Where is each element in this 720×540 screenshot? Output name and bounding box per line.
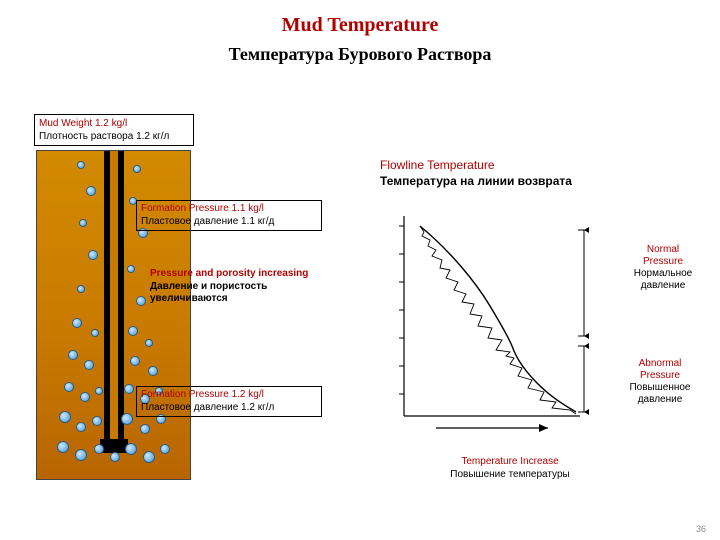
bubble bbox=[84, 360, 94, 370]
drill-string bbox=[104, 151, 124, 441]
bubble bbox=[133, 165, 141, 173]
pressure-porosity-en: Pressure and porosity increasing bbox=[150, 268, 360, 281]
bubble bbox=[95, 387, 103, 395]
bubble bbox=[125, 443, 137, 455]
normal-pressure-ru2: давление bbox=[614, 280, 712, 292]
temp-increase-ru: Повышение температуры bbox=[410, 469, 610, 482]
normal-pressure-label: Normal Pressure Нормальное давление bbox=[614, 244, 712, 292]
drill-bit bbox=[100, 439, 128, 453]
abnormal-pressure-en1: Abnormal bbox=[608, 358, 712, 370]
bubble bbox=[91, 329, 99, 337]
pressure-porosity-ru1: Давление и пористость bbox=[150, 281, 360, 294]
page-number: 36 bbox=[696, 524, 706, 534]
bubble bbox=[130, 356, 140, 366]
bubble bbox=[59, 411, 71, 423]
bubble bbox=[77, 161, 85, 169]
abnormal-pressure-ru2: давление bbox=[608, 394, 712, 406]
bubble bbox=[79, 219, 87, 227]
flowline-chart-svg bbox=[370, 206, 600, 436]
formation2-en: Formation Pressure 1.2 kg/l bbox=[141, 389, 317, 402]
bubble bbox=[143, 451, 155, 463]
bubble bbox=[124, 384, 134, 394]
bubble bbox=[75, 449, 87, 461]
abnormal-pressure-ru1: Повышенное bbox=[608, 382, 712, 394]
flowline-ru: Температура на линии возврата bbox=[380, 174, 572, 190]
bubble bbox=[80, 392, 90, 402]
bubble bbox=[92, 416, 102, 426]
bubble bbox=[145, 339, 153, 347]
flowline-en: Flowline Temperature bbox=[380, 158, 572, 174]
bubble bbox=[127, 265, 135, 273]
bubble bbox=[160, 444, 170, 454]
drill-string-inner bbox=[110, 151, 118, 441]
bubble bbox=[121, 413, 133, 425]
bubble bbox=[88, 250, 98, 260]
bubble bbox=[76, 422, 86, 432]
bubble bbox=[94, 444, 104, 454]
bubble bbox=[64, 382, 74, 392]
bubble bbox=[148, 366, 158, 376]
temp-increase-en: Temperature Increase bbox=[410, 456, 610, 469]
bubble bbox=[136, 296, 146, 306]
title-russian: Температура Бурового Раствора bbox=[0, 44, 720, 65]
abnormal-pressure-en2: Pressure bbox=[608, 370, 712, 382]
bubble bbox=[140, 424, 150, 434]
normal-pressure-en1: Normal bbox=[614, 244, 712, 256]
mud-weight-en: Mud Weight 1.2 kg/l bbox=[39, 117, 189, 130]
formation1-en: Formation Pressure 1.1 kg/l bbox=[141, 203, 317, 216]
bubble bbox=[57, 441, 69, 453]
title-english: Mud Temperature bbox=[0, 14, 720, 37]
temp-increase-label: Temperature Increase Повышение температу… bbox=[410, 456, 610, 481]
formation-pressure-2: Formation Pressure 1.2 kg/l Пластовое да… bbox=[136, 386, 322, 417]
normal-pressure-en2: Pressure bbox=[614, 256, 712, 268]
flowline-chart bbox=[370, 206, 600, 436]
bubble bbox=[128, 326, 138, 336]
mud-weight-box: Mud Weight 1.2 kg/l Плотность раствора 1… bbox=[34, 114, 194, 146]
mud-weight-ru: Плотность раствора 1.2 кг/л bbox=[39, 130, 189, 143]
abnormal-pressure-label: Abnormal Pressure Повышенное давление bbox=[608, 358, 712, 406]
bubble bbox=[77, 285, 85, 293]
bubble bbox=[86, 186, 96, 196]
flowline-title: Flowline Temperature Температура на лини… bbox=[380, 158, 572, 189]
pressure-porosity-ru2: увеличиваются bbox=[150, 293, 360, 306]
formation2-ru: Пластовое давление 1.2 кг/л bbox=[141, 402, 317, 415]
formation1-ru: Пластовое давление 1.1 кг/д bbox=[141, 216, 317, 229]
formation-pressure-1: Formation Pressure 1.1 kg/l Пластовое да… bbox=[136, 200, 322, 231]
bubble bbox=[68, 350, 78, 360]
bubble bbox=[72, 318, 82, 328]
bubble bbox=[110, 452, 120, 462]
pressure-porosity-note: Pressure and porosity increasing Давлени… bbox=[150, 268, 360, 306]
normal-pressure-ru1: Нормальное bbox=[614, 268, 712, 280]
